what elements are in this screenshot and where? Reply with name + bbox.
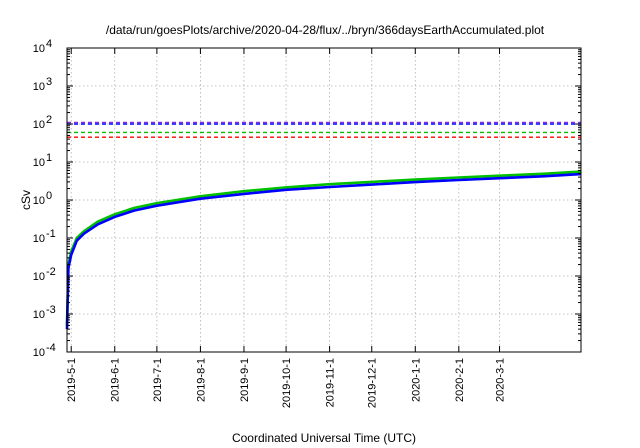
y-tick-label: 10	[33, 195, 45, 207]
y-tick-exponent: -2	[46, 266, 56, 278]
x-tick-label: 2019-5-1	[66, 358, 78, 402]
y-tick-exponent: -1	[46, 228, 56, 240]
y-tick-exponent: -4	[46, 342, 56, 354]
x-tick-label: 2019-10-1	[281, 358, 293, 408]
threshold-lines	[67, 121, 581, 138]
grid	[67, 48, 581, 352]
x-tick-label: 2020-2-1	[454, 358, 466, 402]
y-tick-base: 10	[33, 347, 45, 359]
x-axis-label: Coordinated Universal Time (UTC)	[232, 431, 416, 445]
y-tick-base: 10	[33, 271, 45, 283]
y-tick-base: 10	[33, 233, 45, 245]
y-tick-label: 10	[33, 81, 45, 93]
y-tick-exponent: -3	[46, 304, 56, 316]
series-line	[65, 172, 582, 330]
series-line	[65, 170, 582, 326]
x-tick-label: 2020-3-1	[495, 358, 507, 402]
y-tick-label: 10	[33, 43, 45, 55]
y-tick-exponent: 0	[46, 190, 52, 202]
x-tick-label: 2019-8-1	[195, 358, 207, 402]
y-tick-label: 10	[33, 233, 45, 245]
chart-title: /data/run/goesPlots/archive/2020-04-28/f…	[106, 23, 545, 37]
y-tick-label: 10	[33, 157, 45, 169]
y-tick-exponent: 3	[46, 76, 52, 88]
y-tick-label: 10	[33, 309, 45, 321]
y-tick-label: 10	[33, 119, 45, 131]
y-tick-base: 10	[33, 119, 45, 131]
y-axis-label: cSv	[19, 190, 33, 210]
y-tick-base: 10	[33, 157, 45, 169]
x-tick-label: 2019-11-1	[325, 358, 337, 407]
y-tick-exponent: 4	[46, 38, 52, 50]
x-tick-label: 2019-12-1	[367, 358, 379, 408]
axes	[66, 47, 582, 353]
x-tick-label: 2020-1-1	[410, 358, 422, 402]
x-tick-labels: 2019-5-1 2019-6-1 2019-7-1 2019-8-1 2019-9-1…	[66, 358, 506, 408]
x-tick-label: 2019-7-1	[152, 358, 164, 402]
series-lines	[65, 170, 582, 330]
y-tick-exponent: 2	[46, 114, 52, 126]
y-tick-exponent: 1	[46, 152, 52, 164]
y-tick-label: 10	[33, 271, 45, 283]
x-tick-label: 2019-6-1	[110, 358, 122, 402]
y-tick-base: 10	[33, 43, 45, 55]
y-tick-base: 10	[33, 195, 45, 207]
y-tick-base: 10	[33, 309, 45, 321]
x-tick-label: 2019-9-1	[239, 358, 251, 402]
y-tick-label: 10	[33, 347, 45, 359]
y-tick-base: 10	[33, 81, 45, 93]
